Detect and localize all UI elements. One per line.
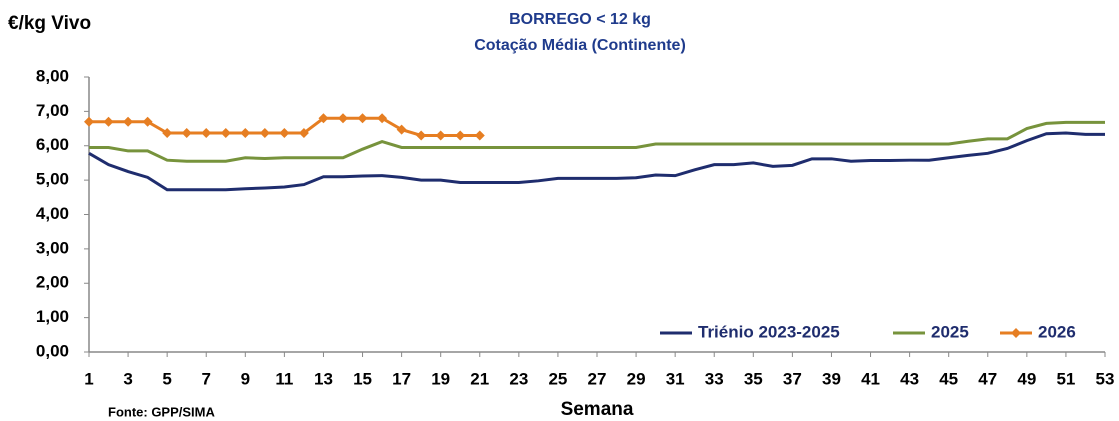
marker bbox=[396, 124, 407, 135]
legend-label: 2025 bbox=[931, 322, 969, 341]
y-tick-label: 7,00 bbox=[36, 101, 69, 120]
marker bbox=[142, 116, 153, 127]
marker bbox=[201, 128, 212, 139]
y-tick-label: 4,00 bbox=[36, 204, 69, 223]
marker bbox=[357, 113, 368, 124]
y-tick-label: 0,00 bbox=[36, 341, 69, 360]
x-tick-label: 21 bbox=[470, 369, 489, 388]
legend-marker bbox=[1011, 328, 1021, 338]
y-tick-label: 8,00 bbox=[36, 66, 69, 85]
y-tick-label: 6,00 bbox=[36, 135, 69, 154]
x-tick-label: 49 bbox=[1017, 369, 1036, 388]
x-tick-label: 1 bbox=[84, 369, 93, 388]
x-tick-label: 23 bbox=[509, 369, 528, 388]
marker bbox=[416, 130, 427, 141]
y-tick-label: 2,00 bbox=[36, 273, 69, 292]
marker bbox=[181, 128, 192, 139]
x-tick-label: 9 bbox=[241, 369, 250, 388]
y-tick-label: 1,00 bbox=[36, 307, 69, 326]
marker bbox=[259, 128, 270, 139]
x-tick-label: 13 bbox=[314, 369, 333, 388]
x-tick-label: 3 bbox=[123, 369, 132, 388]
x-tick-label: 43 bbox=[900, 369, 919, 388]
marker bbox=[123, 116, 134, 127]
x-tick-label: 17 bbox=[392, 369, 411, 388]
source-note: Fonte: GPP/SIMA bbox=[108, 404, 216, 419]
x-tick-label: 19 bbox=[431, 369, 450, 388]
marker bbox=[84, 116, 94, 127]
x-tick-label: 11 bbox=[275, 369, 293, 388]
x-tick-label: 15 bbox=[353, 369, 372, 388]
x-tick-label: 41 bbox=[861, 369, 880, 388]
marker bbox=[474, 130, 485, 141]
chart-title: BORREGO < 12 kg bbox=[509, 11, 651, 28]
x-tick-label: 5 bbox=[162, 369, 171, 388]
x-tick-label: 33 bbox=[705, 369, 724, 388]
marker bbox=[338, 113, 348, 124]
chart-subtitle: Cotação Média (Continente) bbox=[474, 37, 686, 54]
y-tick-label: 5,00 bbox=[36, 170, 69, 189]
x-tick-label: 25 bbox=[548, 369, 567, 388]
x-tick-label: 53 bbox=[1096, 369, 1115, 388]
legend-label: Triénio 2023-2025 bbox=[698, 322, 840, 341]
series-line bbox=[89, 120, 1105, 163]
x-tick-label: 45 bbox=[939, 369, 958, 388]
marker bbox=[298, 128, 309, 139]
series-line bbox=[88, 131, 1105, 192]
marker bbox=[455, 130, 466, 141]
y-tick-label: 3,00 bbox=[36, 238, 69, 257]
x-tick-label: 35 bbox=[744, 369, 763, 388]
x-tick-label: 39 bbox=[822, 369, 841, 388]
marker bbox=[435, 130, 446, 141]
x-tick-label: 47 bbox=[978, 369, 997, 388]
marker bbox=[279, 128, 290, 139]
x-tick-label: 29 bbox=[627, 369, 646, 388]
y-axis-label: €/kg Vivo bbox=[8, 13, 91, 34]
marker bbox=[220, 128, 231, 139]
marker bbox=[377, 113, 388, 124]
marker bbox=[318, 113, 329, 124]
x-tick-label: 27 bbox=[588, 369, 607, 388]
x-tick-label: 37 bbox=[783, 369, 802, 388]
x-axis-label: Semana bbox=[561, 399, 634, 420]
x-tick-label: 31 bbox=[666, 369, 685, 388]
marker bbox=[240, 128, 251, 139]
x-tick-label: 7 bbox=[201, 369, 210, 388]
legend-label: 2026 bbox=[1038, 322, 1076, 341]
x-tick-label: 51 bbox=[1056, 369, 1075, 388]
marker bbox=[103, 116, 114, 127]
marker bbox=[162, 128, 173, 139]
